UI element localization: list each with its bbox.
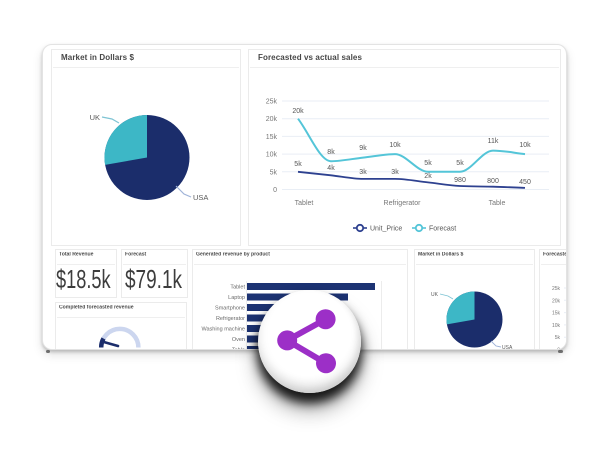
svg-text:0: 0 [273, 187, 277, 194]
svg-text:11k: 11k [488, 138, 499, 145]
svg-text:20k: 20k [266, 116, 278, 123]
svg-text:Laptop: Laptop [228, 295, 245, 301]
svg-text:15k: 15k [266, 134, 278, 141]
svg-text:Tablet: Tablet [230, 285, 245, 291]
svg-text:Table: Table [489, 200, 506, 207]
svg-text:10k: 10k [552, 323, 561, 329]
svg-text:Smartphone: Smartphone [215, 306, 245, 312]
svg-text:5k: 5k [270, 169, 278, 176]
svg-text:Table: Table [232, 348, 245, 351]
svg-text:4k: 4k [327, 165, 335, 172]
svg-text:Oven: Oven [232, 337, 245, 343]
svg-text:25k: 25k [552, 286, 561, 292]
svg-text:20k: 20k [292, 108, 304, 115]
svg-text:Washing machine: Washing machine [201, 327, 245, 333]
svg-text:10k: 10k [519, 142, 531, 149]
svg-text:800: 800 [487, 178, 499, 185]
svg-text:Unit_Price: Unit_Price [370, 226, 402, 233]
svg-text:Tablet: Tablet [295, 200, 314, 207]
svg-text:10k: 10k [266, 152, 278, 159]
svg-text:8k: 8k [327, 149, 335, 156]
svg-text:5k: 5k [294, 161, 302, 168]
svg-text:980: 980 [454, 177, 466, 184]
svg-text:Refrigerator: Refrigerator [384, 200, 422, 207]
svg-text:2k: 2k [424, 173, 432, 180]
svg-text:UK: UK [431, 292, 439, 298]
svg-text:5k: 5k [456, 160, 464, 167]
svg-text:Refrigerator: Refrigerator [216, 316, 245, 322]
svg-text:3k: 3k [391, 169, 399, 176]
svg-text:25k: 25k [266, 99, 278, 106]
svg-text:USA: USA [502, 345, 513, 350]
svg-text:10k: 10k [389, 142, 401, 149]
svg-text:9k: 9k [359, 145, 367, 152]
svg-text:20k: 20k [552, 298, 561, 304]
svg-text:450: 450 [519, 179, 531, 186]
svg-text:USA: USA [193, 193, 208, 202]
svg-text:0: 0 [557, 348, 560, 351]
svg-text:Forecast: Forecast [429, 226, 456, 233]
svg-text:UK: UK [90, 113, 100, 122]
svg-text:15k: 15k [552, 311, 561, 317]
svg-text:3k: 3k [359, 169, 367, 176]
svg-text:5k: 5k [555, 335, 561, 341]
svg-text:5k: 5k [424, 160, 432, 167]
